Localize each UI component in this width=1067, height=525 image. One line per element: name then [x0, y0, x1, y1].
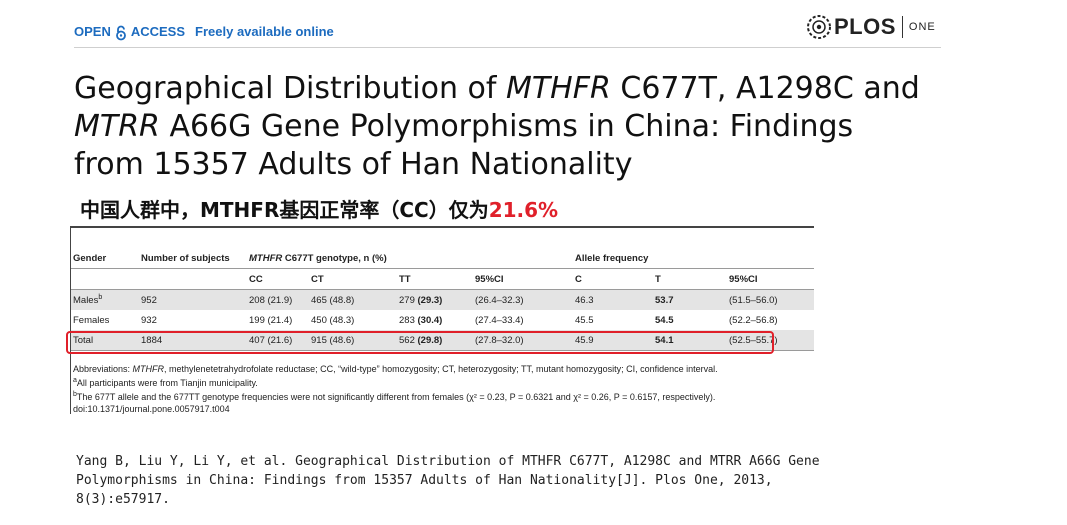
cell-n: 1884: [139, 330, 247, 351]
plos-globe-icon: [807, 15, 831, 39]
annotation-highlight: 21.6%: [488, 198, 559, 222]
cell-cc: 407 (21.6): [247, 330, 309, 351]
cell-t: 54.1: [653, 330, 727, 351]
header-spacer: [473, 248, 573, 269]
open-access-banner: OPEN ACCESS Freely available online: [74, 24, 334, 40]
access-label: ACCESS: [130, 24, 186, 39]
citation-line1: Yang B, Liu Y, Li Y, et al. Geographical…: [76, 454, 820, 469]
cell-t: 53.7: [653, 289, 727, 310]
footnote-b-mark: b: [73, 391, 77, 398]
plos-one-logo: PLOS ONE: [806, 14, 936, 40]
total-tt-n: 562: [399, 334, 415, 346]
abbrev-label: Abbreviations:: [73, 364, 133, 374]
header-gender: Gender: [71, 248, 139, 269]
subheader-t: T: [653, 268, 727, 290]
males-label: Males: [73, 295, 99, 307]
cell-tt: 283 (30.4): [397, 310, 473, 330]
subheader-c: C: [573, 268, 653, 290]
table-row-males: Malesb 952 208 (21.9) 465 (48.8) 279 (29…: [71, 289, 814, 310]
header-subjects: Number of subjects: [139, 248, 247, 269]
males-tt-n: 279: [399, 294, 415, 306]
table-subheader-row: CC CT TT 95%CI C T 95%CI: [71, 268, 814, 290]
plos-wordmark: PLOS: [834, 14, 896, 39]
cell-n: 952: [139, 289, 247, 310]
table-header-row: Gender Number of subjects MTHFR C677T ge…: [71, 248, 814, 269]
cell-ct: 465 (48.8): [309, 289, 397, 310]
subheader-tt: TT: [397, 268, 473, 290]
cell-c: 45.5: [575, 314, 594, 326]
females-tt-pct: (30.4): [417, 314, 443, 326]
cell-c: 46.3: [573, 289, 653, 310]
citation-line2: Polymorphisms in China: Findings from 15…: [76, 473, 773, 488]
table-row-females: Females 932 199 (21.4) 450 (48.3) 283 (3…: [71, 310, 814, 330]
subheader-ct: CT: [309, 268, 397, 290]
cell-c: 45.9: [573, 330, 653, 351]
subheader-ci2: 95%CI: [727, 268, 814, 290]
subheader-blank-2: [139, 268, 247, 290]
cell-ci1: (27.8–32.0): [473, 330, 573, 351]
one-wordmark: ONE: [908, 21, 936, 33]
total-tt-pct: (29.8): [417, 334, 443, 346]
logo-divider: [901, 16, 903, 38]
footnote-a: aAll participants were from Tianjin muni…: [73, 375, 718, 389]
cell-ci1: (26.4–32.3): [473, 289, 573, 310]
header-genotype: MTHFR C677T genotype, n (%): [247, 248, 473, 269]
footnote-a-mark: a: [73, 377, 77, 384]
cell-ct: 915 (48.6): [309, 330, 397, 351]
title-gene-mtrr: MTRR: [74, 109, 160, 144]
header-divider: [74, 47, 941, 48]
cell-gender: Females: [73, 314, 110, 326]
header-genotype-rest: C677T genotype, n (%): [282, 252, 387, 264]
cell-ct: 450 (48.3): [311, 314, 355, 326]
abbrev-text: , methylenetetrahydrofolate reductase; C…: [164, 364, 718, 374]
title-line1-suffix: C677T, A1298C and: [610, 71, 920, 106]
title-line3: from 15357 Adults of Han Nationality: [74, 147, 633, 182]
citation-line3: 8(3):e57917.: [76, 492, 170, 507]
title-line2-suffix: A66G Gene Polymorphisms in China: Findin…: [159, 109, 854, 144]
cell-cc: 199 (21.4): [249, 314, 293, 326]
title-gene-mthfr: MTHFR: [505, 71, 611, 106]
cell-gender: Malesb: [71, 289, 139, 310]
females-tt-n: 283: [399, 314, 415, 326]
table-footnotes: Abbreviations: MTHFR, methylenetetrahydr…: [73, 363, 718, 415]
cell-ci2: (51.5–56.0): [727, 289, 814, 310]
total-row-highlight: [66, 331, 774, 354]
title-line1-prefix: Geographical Distribution of: [74, 71, 506, 106]
header-genotype-gene: MTHFR: [249, 252, 283, 264]
cell-tt: 279 (29.3): [397, 289, 473, 310]
footnote-b: bThe 677T allele and the 677TT genotype …: [73, 389, 718, 403]
cell-ci1: (27.4–33.4): [475, 314, 524, 326]
annotation-text: 中国人群中，MTHFR基因正常率（CC）仅为: [80, 198, 489, 222]
cell-t: 54.5: [655, 314, 674, 326]
reference-citation: Yang B, Liu Y, Li Y, et al. Geographical…: [76, 452, 976, 509]
footnote-a-text: All participants were from Tianjin munic…: [76, 378, 258, 388]
cell-gender: Total: [71, 330, 139, 351]
table-doi: doi:10.1371/journal.pone.0057917.t004: [73, 404, 230, 414]
table-top-rule: [70, 226, 814, 228]
cell-ci2: (52.2–56.8): [729, 314, 778, 326]
cell-cc: 208 (21.9): [247, 289, 309, 310]
cell-tt: 562 (29.8): [397, 330, 473, 351]
open-label: OPEN: [74, 24, 111, 39]
chinese-annotation: 中国人群中，MTHFR基因正常率（CC）仅为21.6%: [80, 194, 558, 223]
subheader-blank-1: [71, 268, 139, 290]
open-access-lock-icon: [115, 25, 127, 40]
header-allele: Allele frequency: [573, 248, 814, 269]
males-footnote-mark: b: [98, 293, 103, 301]
paper-title: Geographical Distribution of MTHFR C677T…: [74, 70, 974, 184]
footnote-b-text: The 677T allele and the 677TT genotype f…: [76, 392, 716, 402]
genotype-table: Gender Number of subjects MTHFR C677T ge…: [71, 248, 814, 351]
table-left-border: [70, 226, 71, 414]
abbrev-gene: MTHFR: [132, 364, 165, 374]
subheader-cc: CC: [247, 268, 309, 290]
males-tt-pct: (29.3): [417, 294, 443, 306]
freely-available-label: Freely available online: [195, 24, 334, 39]
cell-n: 932: [141, 314, 157, 326]
table-row-total: Total 1884 407 (21.6) 915 (48.6) 562 (29…: [71, 330, 814, 351]
footnote-abbreviations: Abbreviations: MTHFR, methylenetetrahydr…: [73, 363, 718, 375]
subheader-ci1: 95%CI: [473, 268, 573, 290]
